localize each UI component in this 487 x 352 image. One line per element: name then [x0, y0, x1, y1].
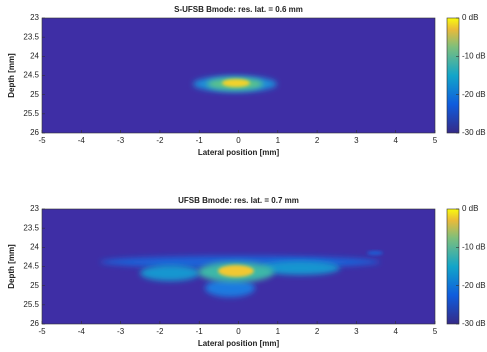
- colorbar-tick-label: 0 dB: [462, 204, 478, 213]
- intensity-blob: [140, 265, 200, 281]
- x-tick-label: 1: [276, 327, 281, 336]
- x-tick-label: -4: [78, 327, 86, 336]
- x-tick-label: -4: [78, 136, 86, 145]
- colorbar-tick-label: -30 dB: [462, 319, 486, 328]
- y-tick-label: 23: [30, 13, 39, 22]
- x-axis-label: Lateral position [mm]: [198, 339, 280, 348]
- colorbar-tick-label: -20 dB: [462, 281, 486, 290]
- y-tick-label: 24.5: [23, 71, 39, 80]
- colorbar-tick-label: -10 dB: [462, 242, 486, 251]
- y-tick-label: 26: [30, 128, 39, 137]
- y-tick-label: 25: [30, 281, 39, 290]
- heatmap-background: [42, 18, 435, 133]
- chart-title: UFSB Bmode: res. lat. = 0.7 mm: [178, 196, 299, 205]
- x-tick-label: 0: [236, 136, 241, 145]
- x-tick-label: 0: [236, 327, 241, 336]
- colorbar: [447, 18, 459, 133]
- x-axis-label: Lateral position [mm]: [198, 148, 280, 157]
- chart-title: S-UFSB Bmode: res. lat. = 0.6 mm: [174, 5, 303, 14]
- colorbar: [447, 209, 459, 324]
- x-tick-label: 3: [354, 327, 359, 336]
- x-tick-label: 5: [433, 136, 438, 145]
- subplot: UFSB Bmode: res. lat. = 0.7 mm -5 -4 -3 -2 -1…: [7, 196, 485, 348]
- x-tick-label: 4: [393, 136, 398, 145]
- x-tick-label: -3: [117, 136, 125, 145]
- x-tick-label: -2: [156, 136, 164, 145]
- subplot: S-UFSB Bmode: res. lat. = 0.6 mm -5 -4 -3 -2…: [7, 5, 485, 157]
- y-tick-label: 24.5: [23, 262, 39, 271]
- x-tick-label: -1: [196, 136, 204, 145]
- x-tick-label: -2: [156, 327, 164, 336]
- y-tick-label: 24: [30, 242, 39, 251]
- y-tick-label: 26: [30, 319, 39, 328]
- y-axis-label: Depth [mm]: [7, 53, 16, 98]
- colorbar-tick-label: -10 dB: [462, 51, 486, 60]
- x-tick-label: 4: [393, 327, 398, 336]
- x-tick-label: 3: [354, 136, 359, 145]
- y-tick-label: 25.5: [23, 109, 39, 118]
- y-tick-label: 24: [30, 51, 39, 60]
- figure: S-UFSB Bmode: res. lat. = 0.6 mm -5 -4 -3 -2…: [0, 0, 487, 352]
- x-tick-label: -1: [196, 327, 204, 336]
- x-tick-label: -3: [117, 327, 125, 336]
- colorbar-tick-label: -20 dB: [462, 90, 486, 99]
- y-tick-label: 25: [30, 90, 39, 99]
- colorbar-tick-label: 0 dB: [462, 13, 478, 22]
- y-tick-label: 23: [30, 204, 39, 213]
- colorbar-tick-label: -30 dB: [462, 128, 486, 137]
- x-tick-label: 5: [433, 327, 438, 336]
- x-tick-label: 1: [276, 136, 281, 145]
- intensity-blob: [222, 79, 250, 87]
- x-tick-label: 2: [315, 136, 320, 145]
- intensity-blob: [367, 251, 383, 255]
- x-tick-label: 2: [315, 327, 320, 336]
- x-tick-label: -5: [38, 327, 46, 336]
- intensity-blob: [218, 265, 254, 277]
- y-axis-label: Depth [mm]: [7, 244, 16, 289]
- y-tick-label: 25.5: [23, 300, 39, 309]
- y-tick-label: 23.5: [23, 223, 39, 232]
- y-tick-label: 23.5: [23, 32, 39, 41]
- heatmap-image: [193, 76, 277, 92]
- x-tick-label: -5: [38, 136, 46, 145]
